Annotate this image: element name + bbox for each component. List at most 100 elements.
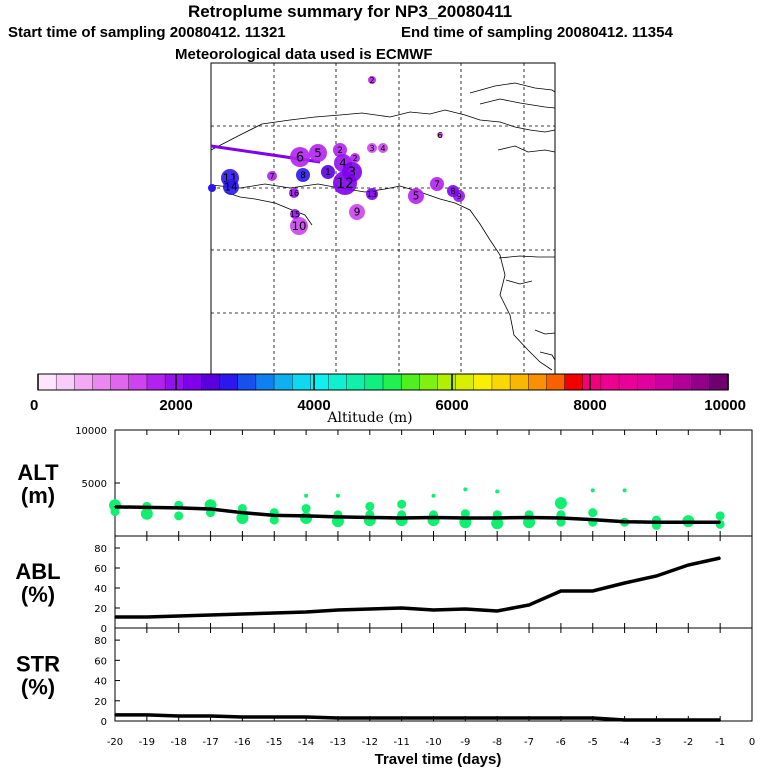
x-tick-label: -7 <box>524 737 534 748</box>
y-tick-label: 40 <box>94 677 107 688</box>
scatter-point <box>301 503 311 513</box>
colorbar-cell <box>128 373 148 391</box>
data-point <box>591 518 594 521</box>
x-tick-label: -1 <box>715 737 725 748</box>
x-tick-label: 0 <box>749 737 755 748</box>
data-point <box>623 520 626 523</box>
data-point <box>687 521 690 524</box>
colorbar-cell <box>655 373 675 391</box>
colorbar-cell <box>491 373 511 391</box>
data-point <box>369 516 371 519</box>
colorbar-cell <box>55 373 76 391</box>
scatter-point <box>554 497 567 510</box>
scatter-point <box>463 487 468 492</box>
data-point <box>177 507 180 509</box>
plume-marker-label: 9 <box>354 207 361 219</box>
colorbar-cell <box>600 373 620 391</box>
plume-marker <box>290 209 300 219</box>
y-tick-label: 40 <box>94 584 107 595</box>
data-point <box>496 717 499 719</box>
data-point <box>432 516 435 519</box>
y-tick-label: 20 <box>94 604 107 615</box>
plume-marker-label: 2 <box>352 154 357 163</box>
met-data-label: Meteorological data used is ECMWF <box>175 46 433 63</box>
scatter-point <box>431 493 436 498</box>
plume-marker-label: 3 <box>369 144 374 153</box>
x-tick-label: -4 <box>620 737 630 748</box>
colorbar-cell <box>183 373 203 391</box>
x-tick-label: -8 <box>492 737 502 748</box>
y-tick-label: 5000 <box>82 479 107 490</box>
panel-label: ABL <box>15 559 60 584</box>
colorbar-cell <box>110 373 130 391</box>
panel-abl: 0 20 40 60 80 ABL(%) <box>15 535 753 635</box>
colorbar-cell <box>509 373 529 391</box>
colorbar-cell <box>455 373 475 391</box>
x-tick-label: -10 <box>425 737 441 748</box>
timeseries-panels: 500010000ALT(m)020406080ABL(%)020406080S… <box>15 426 755 748</box>
plume-marker <box>333 171 357 195</box>
plume-marker-label: 13 <box>367 190 377 199</box>
map-grid <box>211 63 555 374</box>
data-point <box>591 590 594 592</box>
plume-marker-label: 4 <box>339 156 346 170</box>
plume-marker-label: 5 <box>413 191 420 203</box>
scatter-point <box>269 515 279 525</box>
data-point <box>496 610 499 612</box>
y-tick-label: 80 <box>94 636 107 647</box>
plume-marker <box>333 143 347 157</box>
data-point <box>591 717 594 719</box>
plume-marker-label: 3 <box>348 166 356 181</box>
colorbar-cell <box>146 373 166 391</box>
data-point <box>209 614 212 616</box>
scatter-point <box>365 501 375 511</box>
x-tick-label: -11 <box>393 737 409 748</box>
plume-marker <box>447 185 459 197</box>
data-point <box>560 590 562 592</box>
y-tick-label: 10000 <box>75 426 107 437</box>
colorbar-cell <box>219 373 239 391</box>
data-point <box>241 716 244 718</box>
colorbar-cell <box>437 373 457 391</box>
series-line <box>114 505 721 524</box>
scatter-point <box>590 488 595 493</box>
plume-marker-label: 2 <box>369 76 374 85</box>
data-point <box>400 607 403 609</box>
series-line <box>115 713 721 722</box>
data-point <box>464 608 467 610</box>
data-point <box>560 717 562 719</box>
panel-unit-label: (%) <box>21 582 55 607</box>
scatter-point <box>140 507 153 520</box>
plume-marker-label: 2 <box>337 146 343 156</box>
scatter-point <box>397 499 407 509</box>
coastlines <box>210 82 556 371</box>
colorbar-cell <box>709 373 729 391</box>
plume-marker <box>366 188 378 200</box>
scatter-point <box>236 511 249 524</box>
plume-marker-label: 15 <box>290 210 300 219</box>
page-title: Retroplume summary for NP3_20080411 <box>187 2 513 21</box>
data-point <box>305 611 307 613</box>
data-point <box>655 575 658 577</box>
plume-marker <box>408 188 424 204</box>
plume-marker <box>289 188 299 198</box>
data-point <box>655 719 658 721</box>
data-point <box>528 604 530 606</box>
colorbar-cell <box>201 373 221 391</box>
y-tick-label: 80 <box>94 544 107 555</box>
plume-marker-label: 16 <box>289 189 299 198</box>
y-tick-label: 0 <box>101 717 107 728</box>
y-tick-label: 0 <box>101 624 107 635</box>
data-point <box>496 517 499 519</box>
plume-marker <box>378 143 388 153</box>
plume-marker <box>309 144 327 162</box>
plume-marker <box>296 168 310 182</box>
scatter-point <box>460 509 470 519</box>
colorbar-cell <box>382 373 402 391</box>
plume-marker-label: 6 <box>437 131 442 140</box>
colorbar-tick-label: 2000 <box>159 397 192 414</box>
data-point <box>719 719 721 721</box>
data-point <box>241 511 244 514</box>
data-point <box>464 717 467 719</box>
